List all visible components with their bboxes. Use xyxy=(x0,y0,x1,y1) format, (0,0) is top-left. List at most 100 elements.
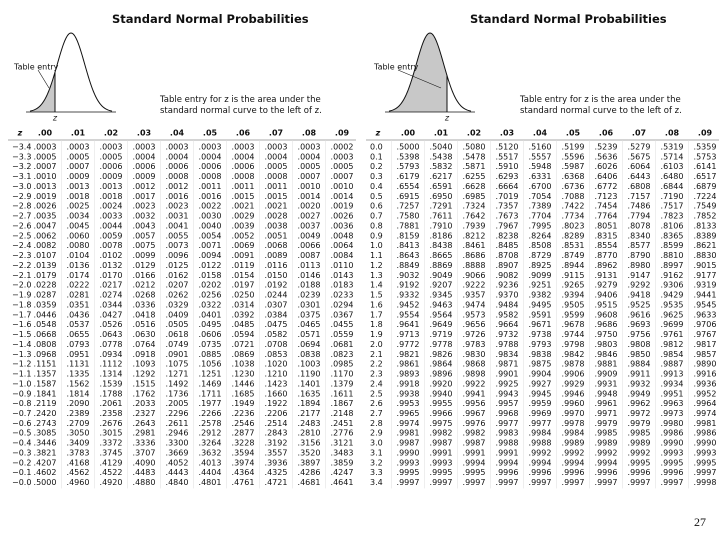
cell: .9948 xyxy=(595,389,618,398)
cell: .9616 xyxy=(628,310,651,319)
cell: .9756 xyxy=(628,330,651,339)
cell: .4801 xyxy=(199,478,222,487)
cell: .9987 xyxy=(397,439,420,448)
cell: .5478 xyxy=(463,152,486,161)
column-header: .09 xyxy=(335,129,350,138)
cell: .9911 xyxy=(628,370,651,379)
cell: .5000 xyxy=(397,143,420,152)
row-label: −1.0 xyxy=(12,379,31,388)
cell: .0049 xyxy=(298,231,321,240)
cell: .2148 xyxy=(331,409,354,418)
cell: .8461 xyxy=(463,241,486,250)
column-header: .01 xyxy=(71,129,86,138)
cell: .3192 xyxy=(265,439,288,448)
cell: .0017 xyxy=(133,192,156,201)
cell: .0548 xyxy=(34,320,57,329)
cell: .9099 xyxy=(529,271,552,280)
cell: .9515 xyxy=(595,300,618,309)
cell: .0268 xyxy=(133,291,156,300)
cell: .8729 xyxy=(529,251,552,260)
cell: .0045 xyxy=(67,221,90,230)
cell: .0485 xyxy=(232,320,255,329)
cell: .2981 xyxy=(133,429,156,438)
cell: .9772 xyxy=(397,340,420,349)
cell: .0559 xyxy=(331,330,354,339)
cell: .8907 xyxy=(496,261,519,270)
pointer xyxy=(37,69,50,89)
cell: .0239 xyxy=(298,291,321,300)
cell: .1401 xyxy=(298,379,321,388)
cell: .9951 xyxy=(661,389,684,398)
cell: .9997 xyxy=(628,478,651,487)
cell: .9864 xyxy=(430,360,453,369)
cell: .9922 xyxy=(463,379,486,388)
cell: .5040 xyxy=(430,143,453,152)
cell: .9997 xyxy=(529,478,552,487)
cell: .0003 xyxy=(166,143,189,152)
column-header: .08 xyxy=(302,129,317,138)
cell: .0392 xyxy=(232,310,255,319)
cell: .0367 xyxy=(331,310,354,319)
cell: .0026 xyxy=(34,202,57,211)
cell: .0526 xyxy=(100,320,123,329)
cell: .9778 xyxy=(430,340,453,349)
cell: .8413 xyxy=(397,241,420,250)
cell: .2912 xyxy=(199,429,222,438)
cell: .8389 xyxy=(694,231,717,240)
cell: .9938 xyxy=(397,389,420,398)
cell: .1611 xyxy=(331,389,354,398)
cell: .0250 xyxy=(232,291,255,300)
cell: .0823 xyxy=(331,350,354,359)
cell: .8289 xyxy=(562,231,585,240)
cell: .9995 xyxy=(694,458,717,467)
cell: .8925 xyxy=(529,261,552,270)
column-header: .08 xyxy=(665,129,680,138)
row-label: 0.3 xyxy=(370,172,383,181)
cell: .9979 xyxy=(595,419,618,428)
cell: .1841 xyxy=(34,389,57,398)
row-label: −2.7 xyxy=(12,212,31,221)
row-label: 1.1 xyxy=(370,251,383,260)
cell: .6915 xyxy=(397,192,420,201)
cell: .0606 xyxy=(199,330,222,339)
cell: .9406 xyxy=(595,291,618,300)
cell: .9941 xyxy=(463,389,486,398)
cell: .0446 xyxy=(34,310,57,319)
cell: .7881 xyxy=(397,221,420,230)
cell: .9830 xyxy=(463,350,486,359)
cell: .9875 xyxy=(529,360,552,369)
cell: .3300 xyxy=(166,439,189,448)
cell: .8577 xyxy=(628,241,651,250)
cell: .7967 xyxy=(496,221,519,230)
cell: .9842 xyxy=(562,350,585,359)
cell: .8708 xyxy=(496,251,519,260)
cell: .0132 xyxy=(100,261,123,270)
cell: .3632 xyxy=(199,448,222,457)
cell: .9997 xyxy=(430,478,453,487)
cell: .0102 xyxy=(100,251,123,260)
cell: .0032 xyxy=(133,212,156,221)
row-label: 1.6 xyxy=(370,300,383,309)
column-header: .00 xyxy=(38,129,53,138)
column-header: .02 xyxy=(467,129,481,138)
cell: .1762 xyxy=(133,389,156,398)
cell: .7224 xyxy=(694,192,717,201)
row-label: −1.6 xyxy=(12,320,31,329)
row-label: −1.1 xyxy=(12,370,31,379)
row-label: −1.5 xyxy=(12,330,31,339)
cell: .0011 xyxy=(232,182,255,191)
cell: .0154 xyxy=(232,271,255,280)
cell: .0351 xyxy=(67,300,90,309)
cell: .4325 xyxy=(265,468,288,477)
cell: .0084 xyxy=(331,251,354,260)
cell: .0008 xyxy=(199,172,222,181)
cell: .0096 xyxy=(166,251,189,260)
cell: .9744 xyxy=(562,330,585,339)
cell: .9236 xyxy=(496,281,519,290)
cell: .9981 xyxy=(694,419,717,428)
cell: .4207 xyxy=(34,458,57,467)
cell: .0004 xyxy=(298,152,321,161)
cell: .9997 xyxy=(694,468,717,477)
row-label: 0.7 xyxy=(370,212,383,221)
